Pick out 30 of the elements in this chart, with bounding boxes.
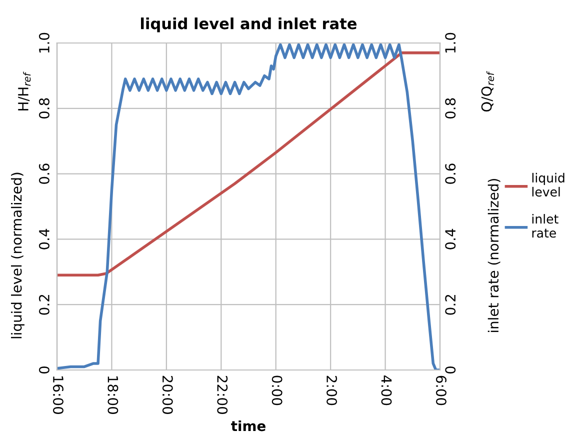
- y2-tick-label: 0: [445, 366, 456, 374]
- line-series: [57, 51, 440, 277]
- y2-tick-label: 0.6: [445, 164, 456, 184]
- y2-tick-label: 0.8: [445, 98, 456, 119]
- x-tick-label: 18:00: [108, 376, 118, 414]
- y2-tick-label: 0.2: [445, 294, 456, 315]
- y-tick-label: 0.2: [38, 294, 50, 315]
- y-tick-label: 1.0: [38, 32, 50, 53]
- text: H/H$_{ref}$: [18, 72, 31, 110]
- legend-label: liquid level: [532, 172, 564, 197]
- y2-tick-label: 0.4: [445, 228, 456, 250]
- y-tick-label: 0: [38, 366, 50, 374]
- y-tick-label: 0.6: [38, 164, 50, 184]
- y-tick-label: 0.8: [38, 98, 50, 119]
- y-tick-label: 0.4: [38, 228, 50, 250]
- chart-title: liquid level and inlet rate: [141, 18, 357, 32]
- text: Q/Q$_{ref}$: [481, 71, 494, 112]
- y-axis-title: liquid level (normalized): [11, 172, 24, 338]
- x-axis-title: time: [231, 420, 266, 432]
- x-tick-label: 22:00: [217, 376, 228, 414]
- x-tick-label: 16:00: [52, 376, 64, 414]
- x-tick-label: 0:00: [272, 376, 282, 406]
- x-tick-label: 2:00: [326, 376, 338, 406]
- x-tick-label: 4:00: [381, 376, 392, 406]
- x-tick-label: 6:00: [436, 376, 446, 406]
- legend-label: inlet rate: [532, 214, 558, 238]
- line-series: [57, 43, 440, 370]
- y2-tick-label: 1.0: [445, 32, 456, 53]
- x-tick-label: 20:00: [162, 376, 173, 414]
- y2-axis-title: inlet rate (normalized): [488, 178, 500, 332]
